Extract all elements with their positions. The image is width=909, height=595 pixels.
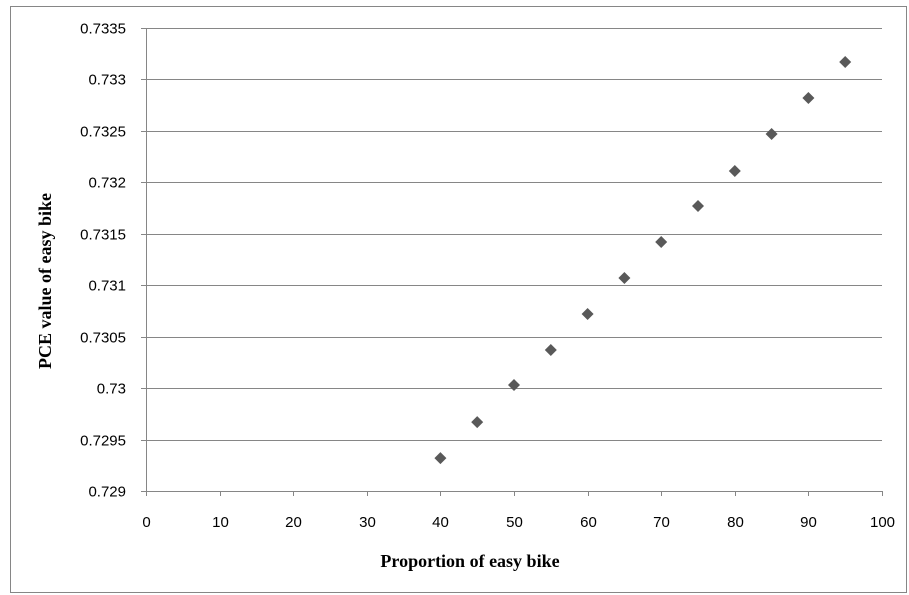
x-tick-label: 30 bbox=[359, 514, 376, 531]
x-tick-label: 80 bbox=[727, 514, 744, 531]
x-tick-label: 20 bbox=[285, 514, 302, 531]
y-tick-label: 0.7315 bbox=[80, 227, 126, 244]
x-tick-label: 10 bbox=[212, 514, 229, 531]
y-tick-label: 0.731 bbox=[88, 278, 126, 295]
x-tick-label: 40 bbox=[432, 514, 449, 531]
y-tick-label: 0.733 bbox=[88, 72, 126, 89]
data-point-marker bbox=[581, 308, 594, 321]
y-tick-label: 0.73 bbox=[97, 381, 126, 398]
y-axis-ticks: 0.729 0.7295 0.73 0.7305 0.731 0.7315 0.732 0.7… bbox=[80, 21, 146, 501]
x-tick-label: 60 bbox=[580, 514, 597, 531]
x-axis-title: Proportion of easy bike bbox=[380, 551, 559, 571]
y-axis-title: PCE value of easy bike bbox=[35, 193, 55, 369]
x-tick-label: 90 bbox=[800, 514, 817, 531]
y-tick-label: 0.7325 bbox=[80, 124, 126, 141]
data-point-marker bbox=[618, 272, 631, 285]
gridlines bbox=[146, 28, 882, 441]
chart-frame bbox=[10, 6, 907, 593]
y-tick-label: 0.732 bbox=[88, 175, 126, 192]
data-point-marker bbox=[655, 236, 668, 249]
y-tick-label: 0.7295 bbox=[80, 433, 126, 450]
data-point-marker bbox=[802, 91, 815, 104]
x-tick-label: 100 bbox=[870, 514, 895, 531]
y-tick-label: 0.729 bbox=[88, 484, 126, 501]
axes bbox=[146, 28, 882, 492]
x-axis-ticks: 0 10 20 30 40 50 60 70 80 90 100 bbox=[142, 491, 895, 531]
x-tick-label: 70 bbox=[653, 514, 670, 531]
x-tick-label: 50 bbox=[506, 514, 523, 531]
data-point-marker bbox=[692, 199, 704, 212]
data-point-marker bbox=[434, 452, 447, 465]
data-points bbox=[434, 55, 852, 465]
data-point-marker bbox=[765, 127, 778, 140]
y-tick-label: 0.7305 bbox=[80, 330, 126, 347]
data-point-marker bbox=[508, 379, 520, 392]
data-point-marker bbox=[544, 344, 557, 357]
data-point-marker bbox=[728, 165, 741, 178]
data-point-marker bbox=[839, 55, 852, 68]
x-tick-label: 0 bbox=[142, 514, 150, 531]
y-tick-label: 0.7335 bbox=[80, 21, 126, 38]
data-point-marker bbox=[471, 416, 484, 429]
